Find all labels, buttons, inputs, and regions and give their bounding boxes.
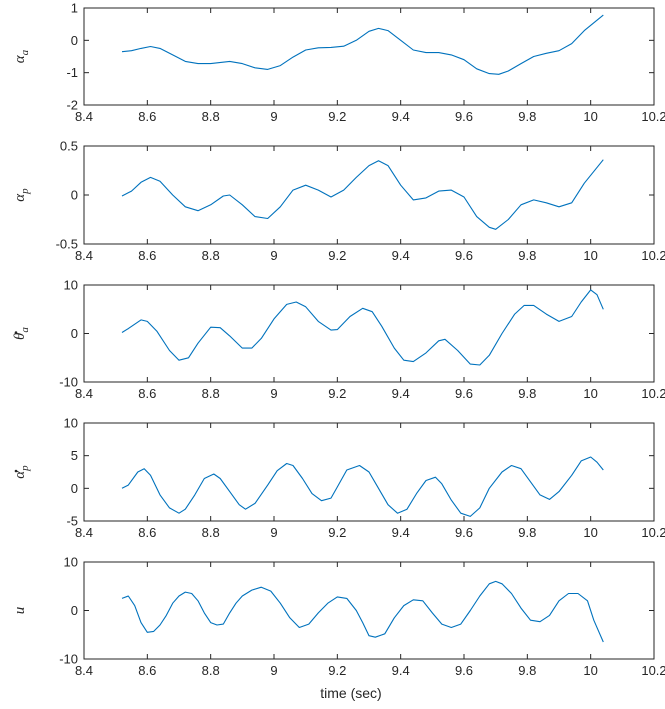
y-axis-label: u: [12, 607, 28, 615]
x-tick-label: 9.6: [455, 525, 473, 540]
y-tick-label: 0.5: [60, 139, 78, 154]
x-tick-label: 8.8: [202, 525, 220, 540]
x-tick-label: 9.2: [328, 109, 346, 124]
x-tick-label: 9.8: [518, 525, 536, 540]
y-tick-label: 0: [71, 188, 78, 203]
y-tick-label: -10: [59, 652, 78, 667]
series-line: [121, 456, 604, 517]
x-tick-label: 9: [270, 386, 277, 401]
x-tick-label: 8.6: [138, 248, 156, 263]
subplot-5: 8.4 8.6 8.8 9 9.2 9.4 9.6 9.8 10 10.2 -10 0 10 u: [12, 555, 665, 679]
y-axis-label-dot: [14, 469, 18, 473]
x-tick-label: 9.4: [392, 663, 410, 678]
x-tick-label: 9.4: [392, 525, 410, 540]
x-tick-label: 10: [583, 109, 597, 124]
x-tick-label: 8.4: [75, 386, 93, 401]
x-tick-label: 9.4: [392, 109, 410, 124]
y-tick-label: -10: [59, 375, 78, 390]
x-tick-label: 9.4: [392, 248, 410, 263]
x-tick-label: 8.8: [202, 386, 220, 401]
x-tick-label: 9: [270, 525, 277, 540]
axes-box: [83, 422, 655, 522]
x-tick-label: 9.2: [328, 248, 346, 263]
x-tick-label: 10: [583, 663, 597, 678]
x-tick-label: 8.8: [202, 663, 220, 678]
x-tick-label: 10: [583, 248, 597, 263]
x-tick-label: 10.2: [641, 386, 665, 401]
x-tick-label: 10.2: [641, 248, 665, 263]
y-tick-label: 0: [71, 481, 78, 496]
x-tick-label: 9.6: [455, 109, 473, 124]
y-tick-label: 5: [71, 448, 78, 463]
x-tick-label: 9: [270, 248, 277, 263]
x-tick-label: 8.6: [138, 386, 156, 401]
x-tick-label: 9.2: [328, 663, 346, 678]
y-axis-label: αp: [12, 188, 31, 202]
x-axis-label: time (sec): [320, 685, 381, 701]
x-tick-label: 8.6: [138, 109, 156, 124]
series-line: [121, 14, 604, 75]
y-axis-label: αp: [12, 465, 31, 479]
x-tick-label: 8.6: [138, 525, 156, 540]
subplot-3: 8.4 8.6 8.8 9 9.2 9.4 9.6 9.8 10 10.2 -10 0 10 θa: [12, 278, 665, 402]
y-tick-label: 10: [64, 416, 78, 431]
y-axis-label-dot: [14, 331, 18, 334]
y-tick-label: -1: [66, 65, 78, 80]
axes-box: [83, 561, 655, 660]
y-tick-label: 0: [71, 33, 78, 48]
x-tick-label: 9: [270, 663, 277, 678]
y-tick-label: 0: [71, 326, 78, 341]
x-tick-label: 8.8: [202, 248, 220, 263]
x-tick-label: 10.2: [641, 525, 665, 540]
x-tick-label: 9.8: [518, 386, 536, 401]
x-tick-label: 10.2: [641, 109, 665, 124]
x-tick-label: 9.8: [518, 109, 536, 124]
x-tick-label: 8.8: [202, 109, 220, 124]
x-tick-label: 10: [583, 386, 597, 401]
x-tick-label: 10: [583, 525, 597, 540]
subplot-2: 8.4 8.6 8.8 9 9.2 9.4 9.6 9.8 10 10.2 -0.5 0 0.5 αp: [12, 139, 665, 264]
axes-box: [83, 7, 655, 106]
x-tick-label: 9.8: [518, 663, 536, 678]
y-tick-label: 10: [64, 555, 78, 570]
x-tick-label: 9.6: [455, 386, 473, 401]
x-tick-label: 9: [270, 109, 277, 124]
x-tick-label: 8.4: [75, 109, 93, 124]
series-line: [121, 289, 604, 366]
y-tick-label: 10: [64, 278, 78, 293]
x-tick-label: 8.6: [138, 663, 156, 678]
x-tick-label: 8.4: [75, 525, 93, 540]
subplot-1: 8.4 8.6 8.8 9 9.2 9.4 9.6 9.8 10 10.2 -2 -1 0 1 αa: [12, 1, 665, 125]
x-tick-label: 9.2: [328, 525, 346, 540]
series-line: [121, 580, 604, 643]
x-tick-label: 9.4: [392, 386, 410, 401]
axes-box: [83, 145, 655, 245]
y-axis-label: θa: [12, 327, 31, 340]
y-tick-label: -2: [66, 98, 78, 113]
subplot-4: 8.4 8.6 8.8 9 9.2 9.4 9.6 9.8 10 10.2 -5 0 5 10 αp: [12, 416, 665, 541]
x-tick-label: 10.2: [641, 663, 665, 678]
y-axis-label: αa: [12, 49, 31, 63]
x-tick-label: 9.8: [518, 248, 536, 263]
x-tick-label: 9.6: [455, 663, 473, 678]
y-tick-label: -0.5: [56, 237, 78, 252]
y-tick-label: -5: [66, 514, 78, 529]
x-tick-label: 9.6: [455, 248, 473, 263]
y-tick-label: 1: [71, 1, 78, 16]
y-tick-label: 0: [71, 603, 78, 618]
x-tick-label: 8.4: [75, 663, 93, 678]
x-tick-label: 9.2: [328, 386, 346, 401]
series-line: [121, 159, 604, 230]
x-tick-label: 8.4: [75, 248, 93, 263]
axes-box: [83, 284, 655, 383]
